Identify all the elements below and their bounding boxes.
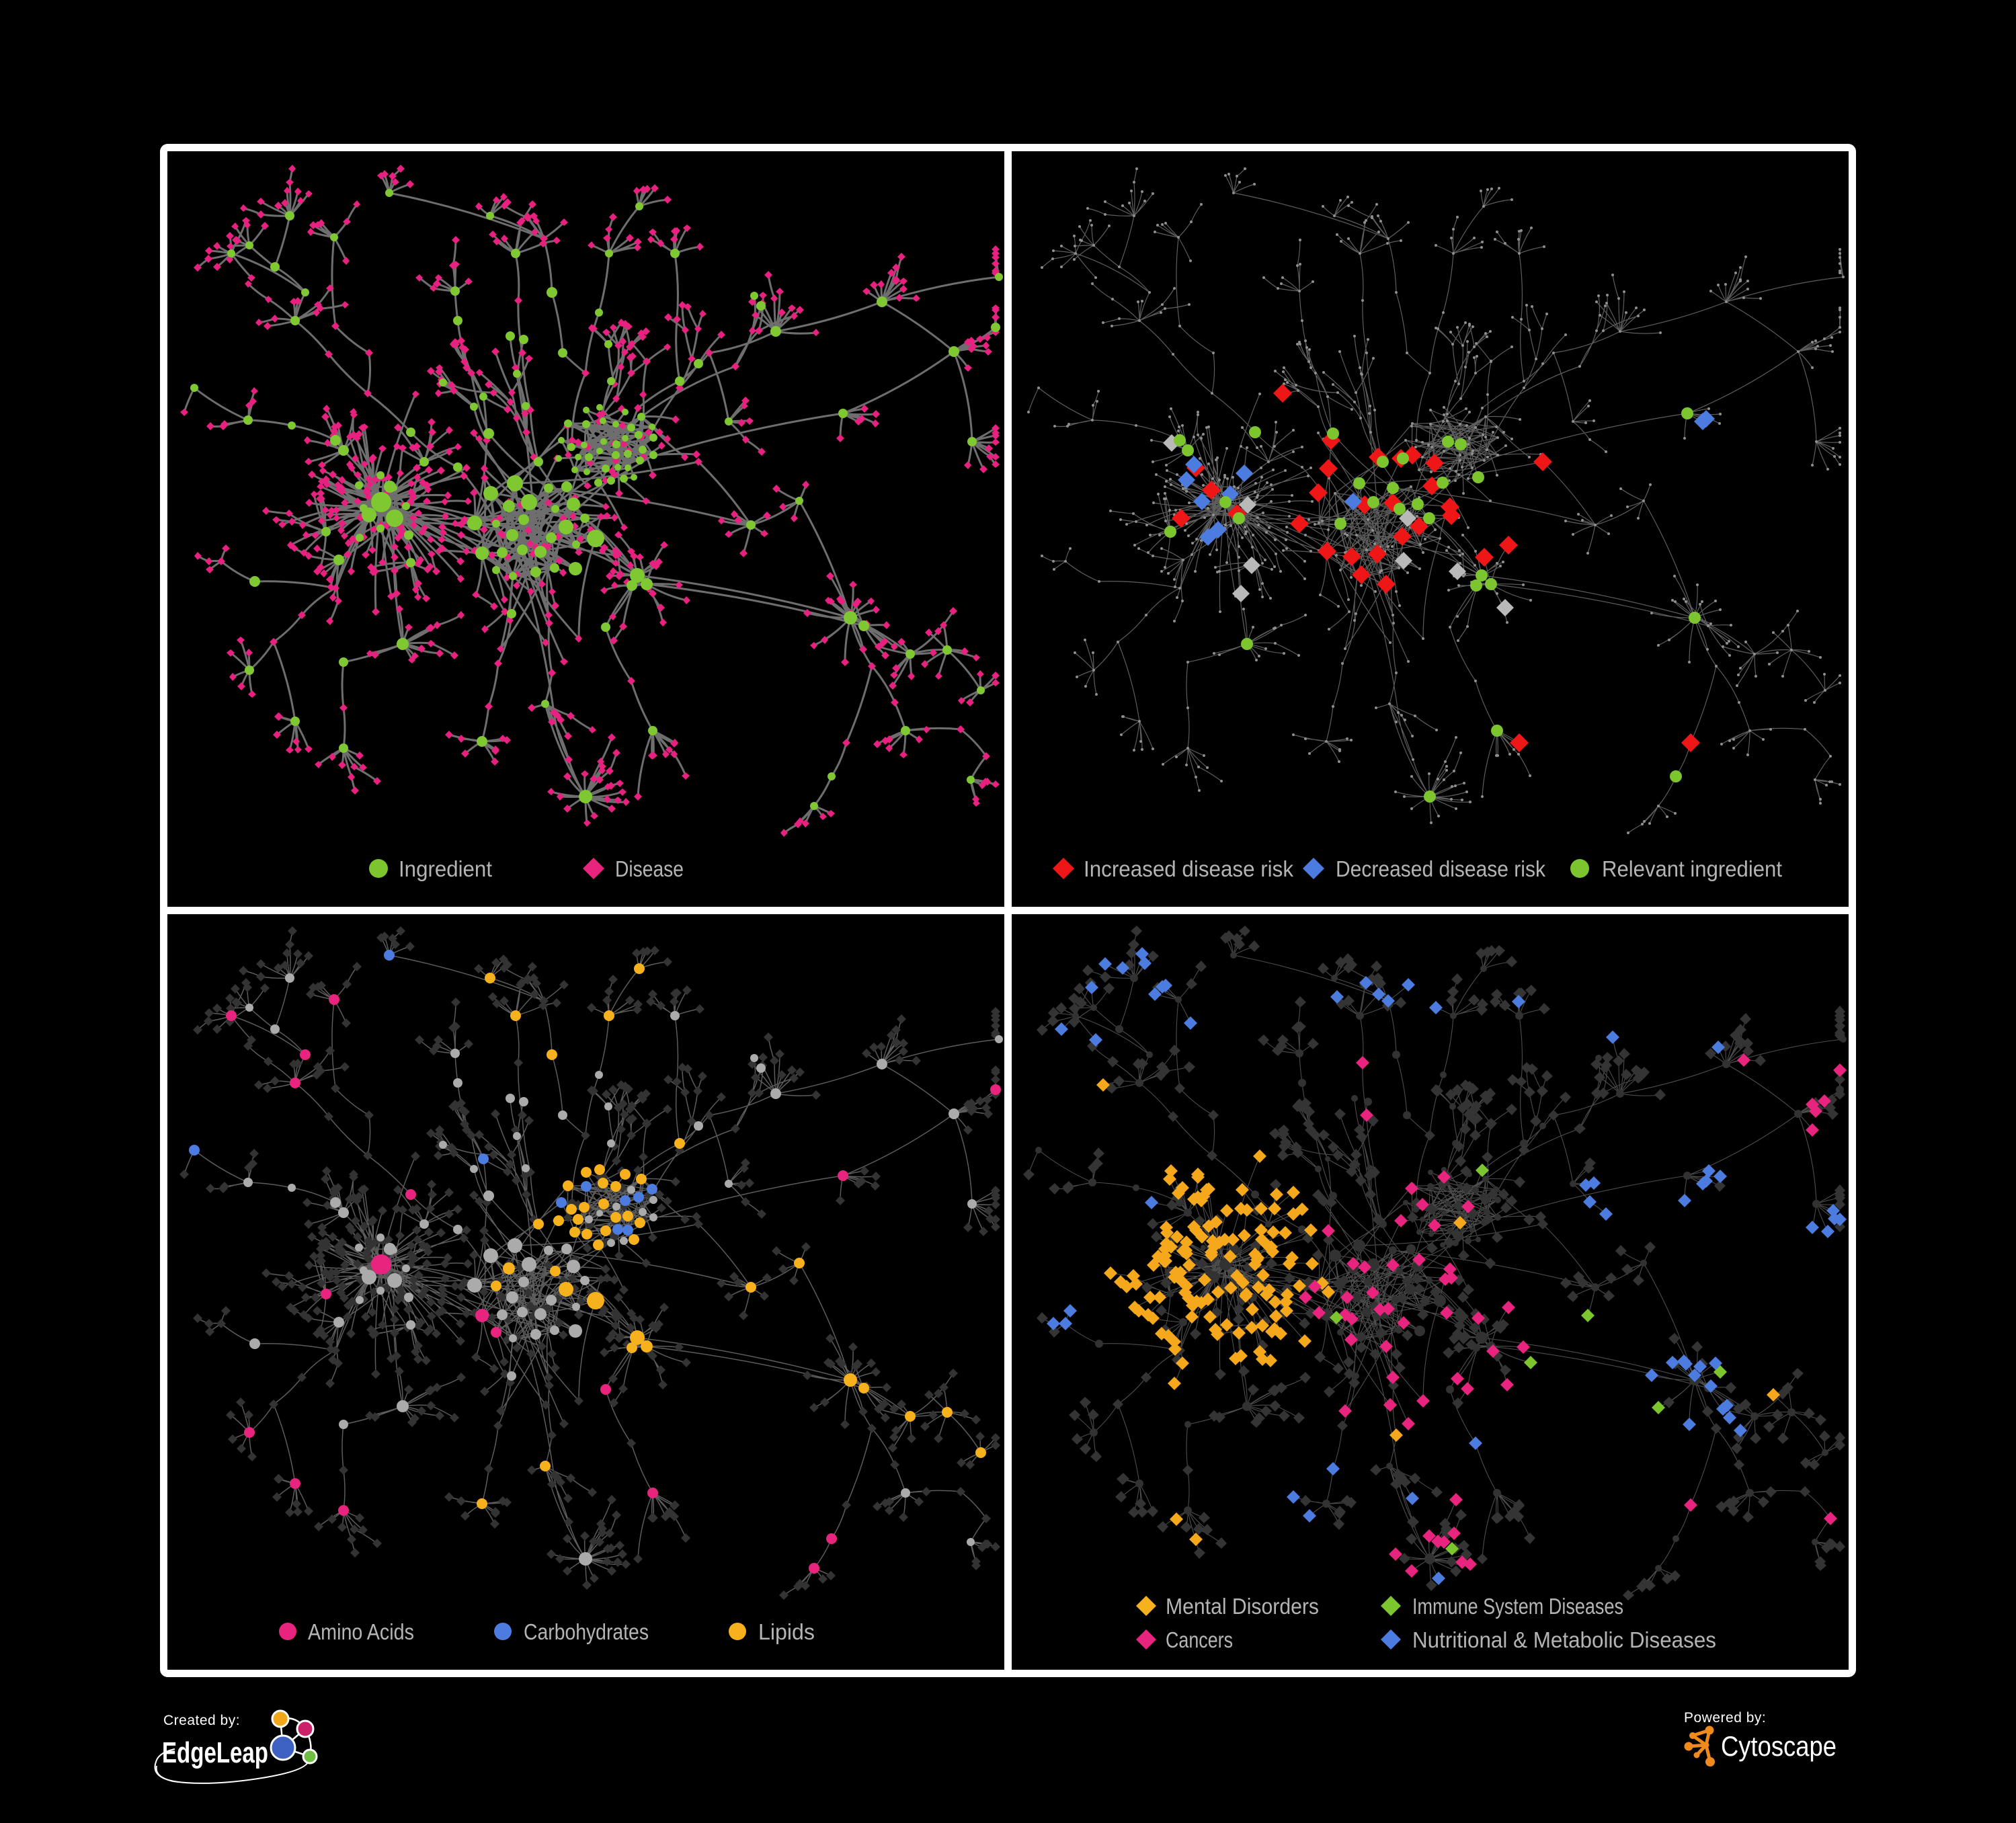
svg-text:Cancers: Cancers — [1166, 1627, 1233, 1652]
svg-text:Immune System Diseases: Immune System Diseases — [1412, 1594, 1623, 1619]
svg-text:Decreased disease risk: Decreased disease risk — [1336, 856, 1545, 881]
svg-text:EdgeLeap: EdgeLeap — [162, 1736, 268, 1769]
svg-text:Disease: Disease — [615, 856, 684, 881]
svg-text:Increased disease risk: Increased disease risk — [1084, 856, 1293, 881]
svg-text:Cytoscape: Cytoscape — [1721, 1730, 1837, 1762]
svg-text:Carbohydrates: Carbohydrates — [524, 1619, 649, 1644]
svg-text:Lipids: Lipids — [758, 1619, 815, 1644]
svg-text:Ingredient: Ingredient — [399, 856, 492, 881]
svg-text:Powered by:: Powered by: — [1684, 1710, 1766, 1726]
svg-text:Amino Acids: Amino Acids — [308, 1619, 414, 1644]
svg-text:Nutritional & Metabolic Diseas: Nutritional & Metabolic Diseases — [1412, 1627, 1716, 1652]
svg-text:Created by:: Created by: — [163, 1713, 240, 1728]
svg-text:Mental Disorders: Mental Disorders — [1166, 1594, 1319, 1619]
svg-text:Relevant ingredient: Relevant ingredient — [1602, 856, 1782, 881]
